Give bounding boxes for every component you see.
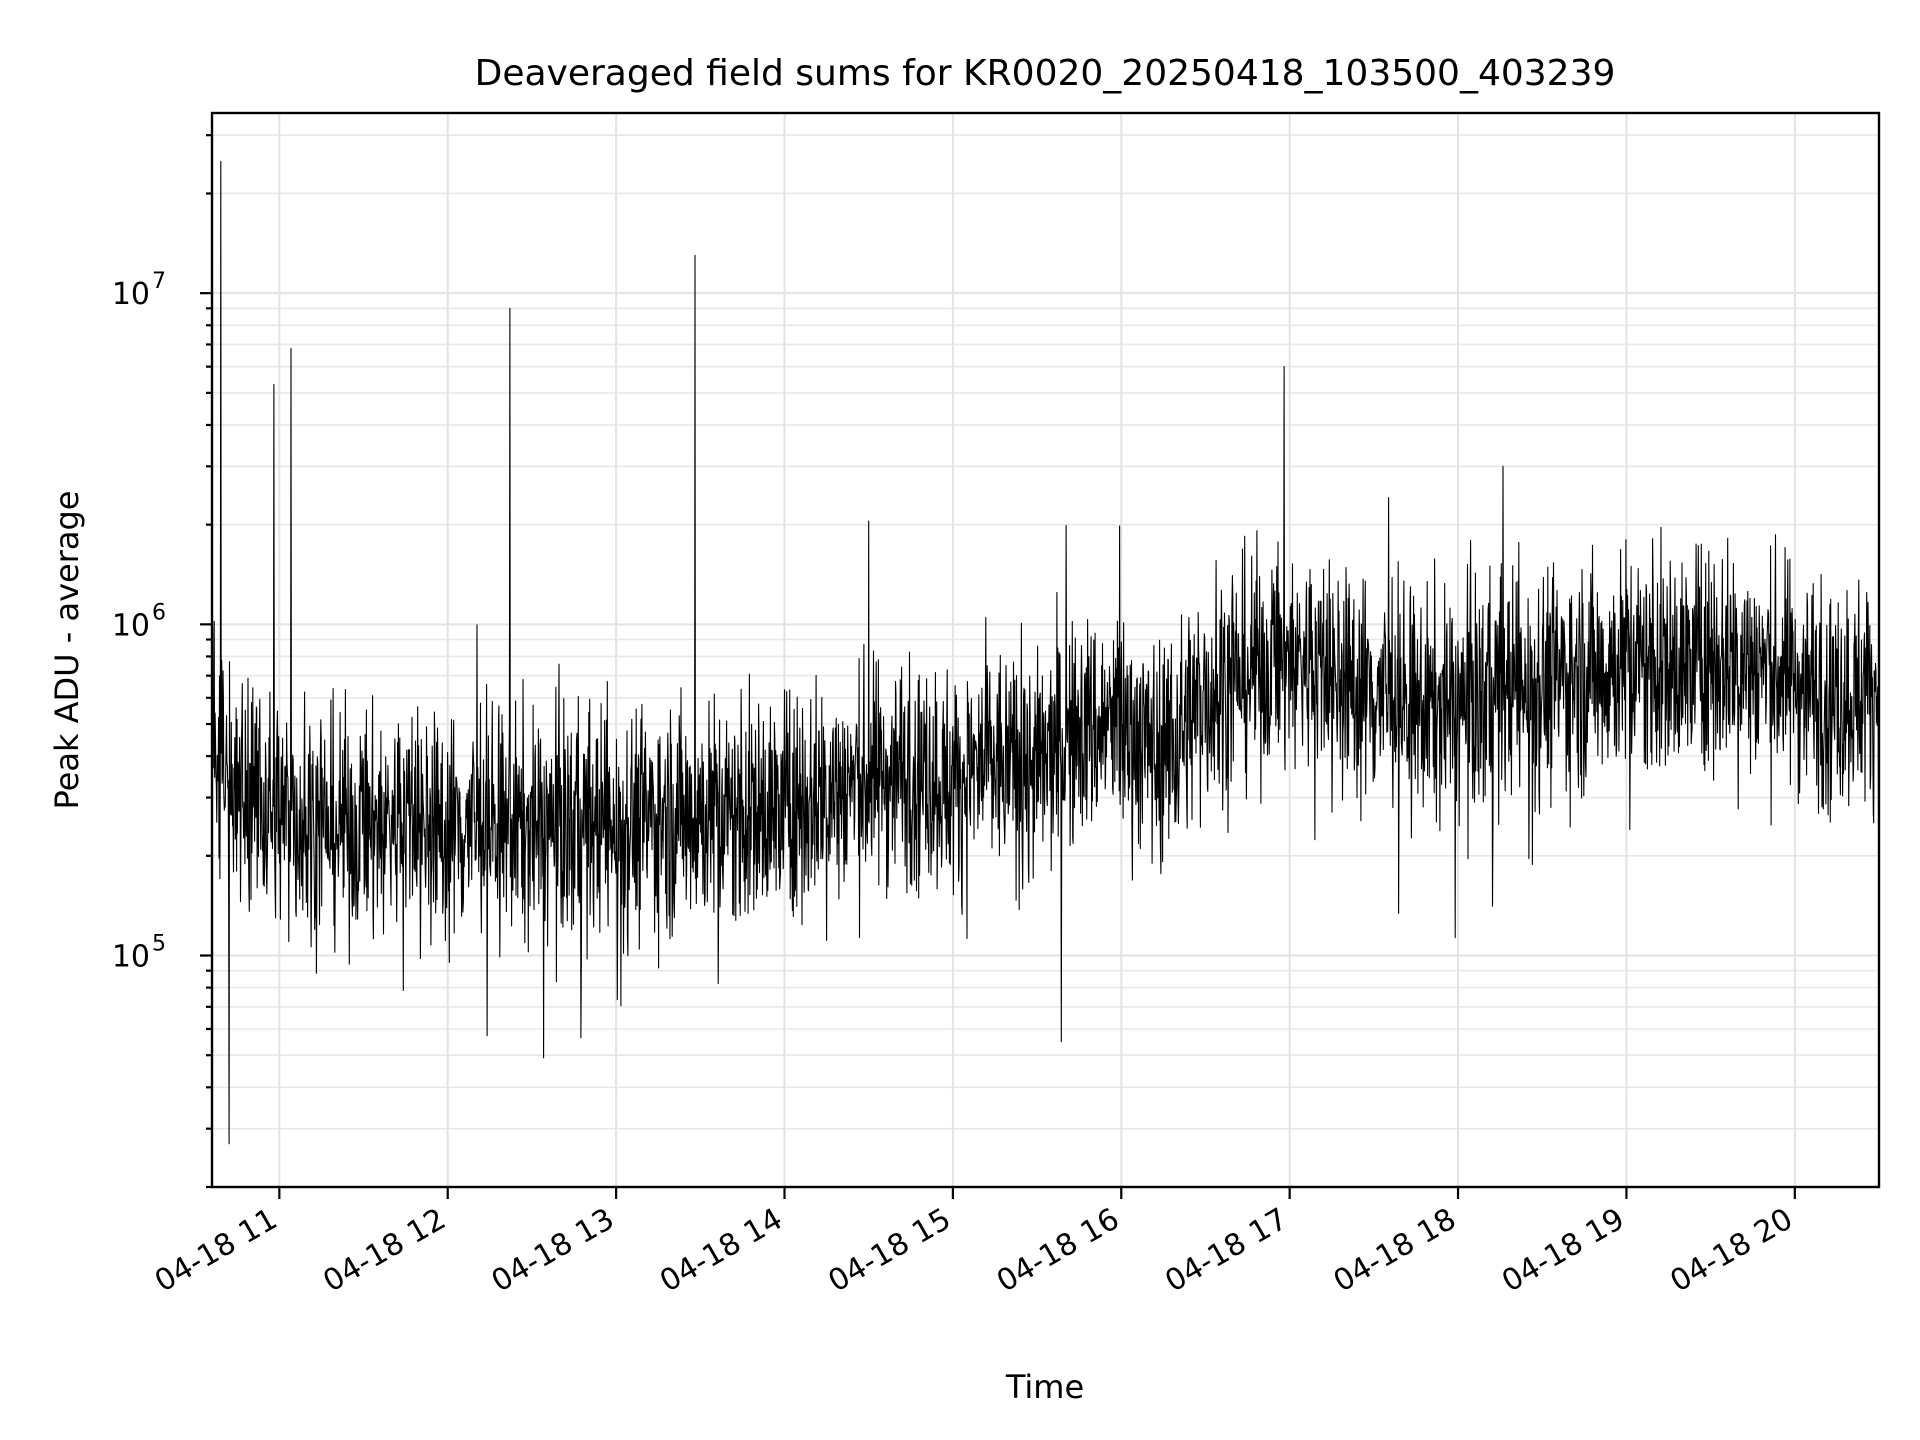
chart-title: Deaveraged field sums for KR0020_2025041… bbox=[475, 53, 1616, 94]
x-axis-label: Time bbox=[1005, 1368, 1084, 1406]
plot-frame bbox=[210, 111, 1881, 1189]
series-line bbox=[211, 160, 1880, 1145]
series-layer bbox=[211, 160, 1880, 1145]
y-tick-exponent: 5 bbox=[152, 932, 166, 957]
y-tick-label: 10 bbox=[112, 940, 150, 975]
y-axis-label: Peak ADU - average bbox=[48, 491, 86, 810]
y-tick-exponent: 6 bbox=[152, 600, 166, 625]
y-tick-label: 10 bbox=[112, 608, 150, 643]
y-tick-label: 10 bbox=[112, 277, 150, 312]
y-tick-exponent: 7 bbox=[152, 269, 166, 294]
